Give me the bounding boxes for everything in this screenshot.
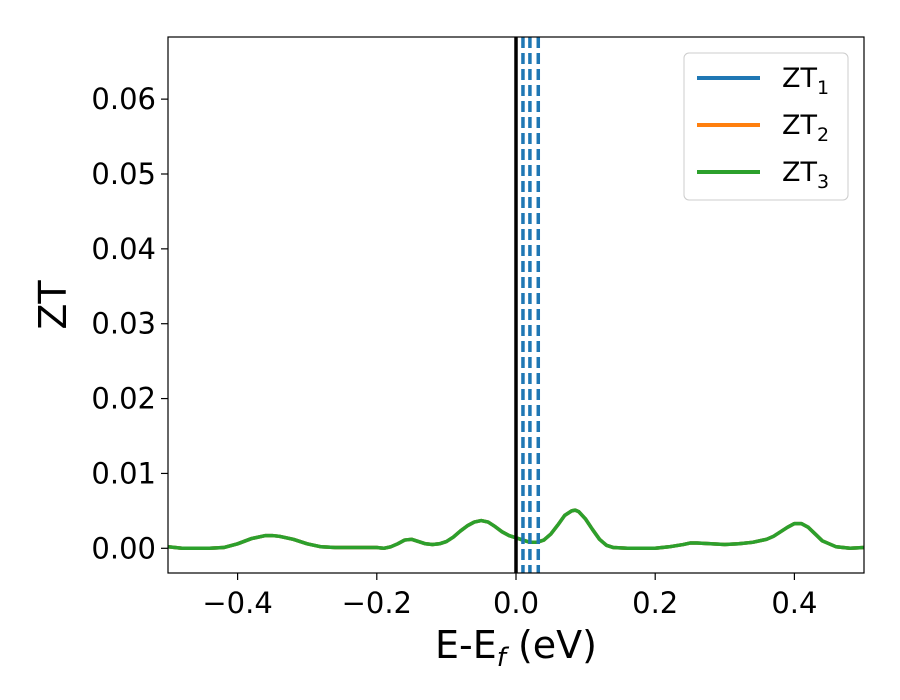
y-axis: 0.00 0.01 0.02 0.03 0.04 0.05 0.06 bbox=[91, 82, 168, 565]
legend-box bbox=[683, 52, 849, 201]
x-axis-label: E-Ef (eV) bbox=[435, 623, 597, 673]
legend-label-zt3: ZT3 bbox=[782, 157, 829, 193]
legend-label-zt1-sub: 1 bbox=[817, 77, 829, 99]
y-tick-label: 0.02 bbox=[91, 382, 156, 416]
y-axis-label: ZT bbox=[31, 280, 75, 330]
x-tick-label: 0.2 bbox=[632, 586, 678, 620]
y-tick-label: 0.06 bbox=[91, 82, 156, 116]
legend-label-zt2: ZT2 bbox=[782, 110, 829, 146]
marker-layer bbox=[514, 37, 541, 573]
legend-label-zt2-main: ZT bbox=[782, 110, 817, 141]
y-tick-label: 0.01 bbox=[91, 456, 156, 490]
y-tick-label: 0.00 bbox=[91, 531, 156, 565]
x-tick-label: 0.4 bbox=[771, 586, 817, 620]
legend-label-zt3-main: ZT bbox=[782, 157, 817, 188]
legend-label-zt1-main: ZT bbox=[782, 63, 817, 94]
legend-label-zt1: ZT1 bbox=[782, 63, 829, 99]
legend-label-zt2-sub: 2 bbox=[817, 124, 829, 146]
y-tick-label: 0.03 bbox=[91, 307, 156, 341]
x-axis-label-main: E-E bbox=[435, 623, 497, 667]
y-tick-label: 0.05 bbox=[91, 157, 156, 191]
x-tick-label: 0.0 bbox=[493, 586, 539, 620]
y-tick-label: 0.04 bbox=[91, 232, 156, 266]
legend: ZT1 ZT2 ZT3 bbox=[683, 52, 849, 201]
x-axis-label-unit: (eV) bbox=[506, 623, 597, 667]
x-tick-label: −0.4 bbox=[202, 586, 272, 620]
x-tick-label: −0.2 bbox=[342, 586, 412, 620]
legend-label-zt3-sub: 3 bbox=[817, 171, 829, 193]
x-axis: −0.4 −0.2 0.0 0.2 0.4 bbox=[202, 573, 817, 620]
